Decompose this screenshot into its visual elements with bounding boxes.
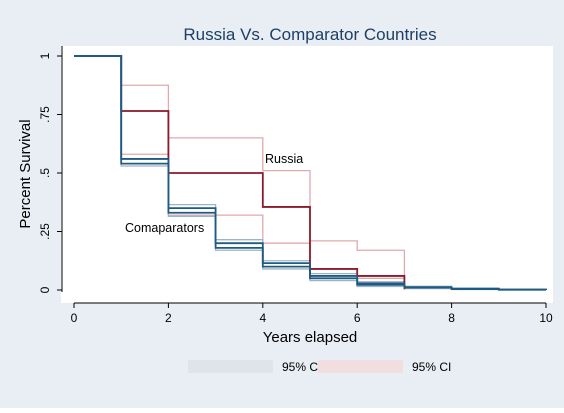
x-tick-label: 10 (539, 311, 553, 325)
survival-curves (74, 55, 547, 291)
y-axis-label: Percent Survival (17, 119, 34, 228)
y-tick-label: 0 (38, 286, 52, 293)
axis-ticks: 0 2 4 6 8 10 0 .25 .5 .75 1 (38, 52, 553, 325)
legend-swatch-comparator-ci (188, 360, 273, 373)
y-tick-label: .75 (38, 106, 52, 123)
legend-box (34, 347, 531, 387)
legend-label-russia-ci: 95% CI (412, 360, 451, 374)
x-tick-label: 2 (165, 311, 172, 325)
x-tick-label: 4 (259, 311, 266, 325)
y-tick-label: 1 (38, 52, 52, 59)
annotation-russia: Russia (265, 152, 303, 166)
comparator-survival-curve (74, 55, 547, 291)
annotation-comparators: Comaparators (125, 221, 204, 235)
x-tick-label: 8 (448, 311, 455, 325)
x-axis-label: Years elapsed (263, 329, 358, 346)
legend-label-comparator-ci: 95% CI (282, 360, 321, 374)
x-tick-label: 6 (354, 311, 361, 325)
legend-swatch-russia-ci (318, 360, 403, 373)
plot-area (61, 46, 553, 303)
y-tick-label: .25 (38, 223, 52, 240)
chart-title: Russia Vs. Comparator Countries (183, 25, 436, 44)
y-tick-label: .5 (38, 168, 52, 178)
x-tick-label: 0 (71, 311, 78, 325)
